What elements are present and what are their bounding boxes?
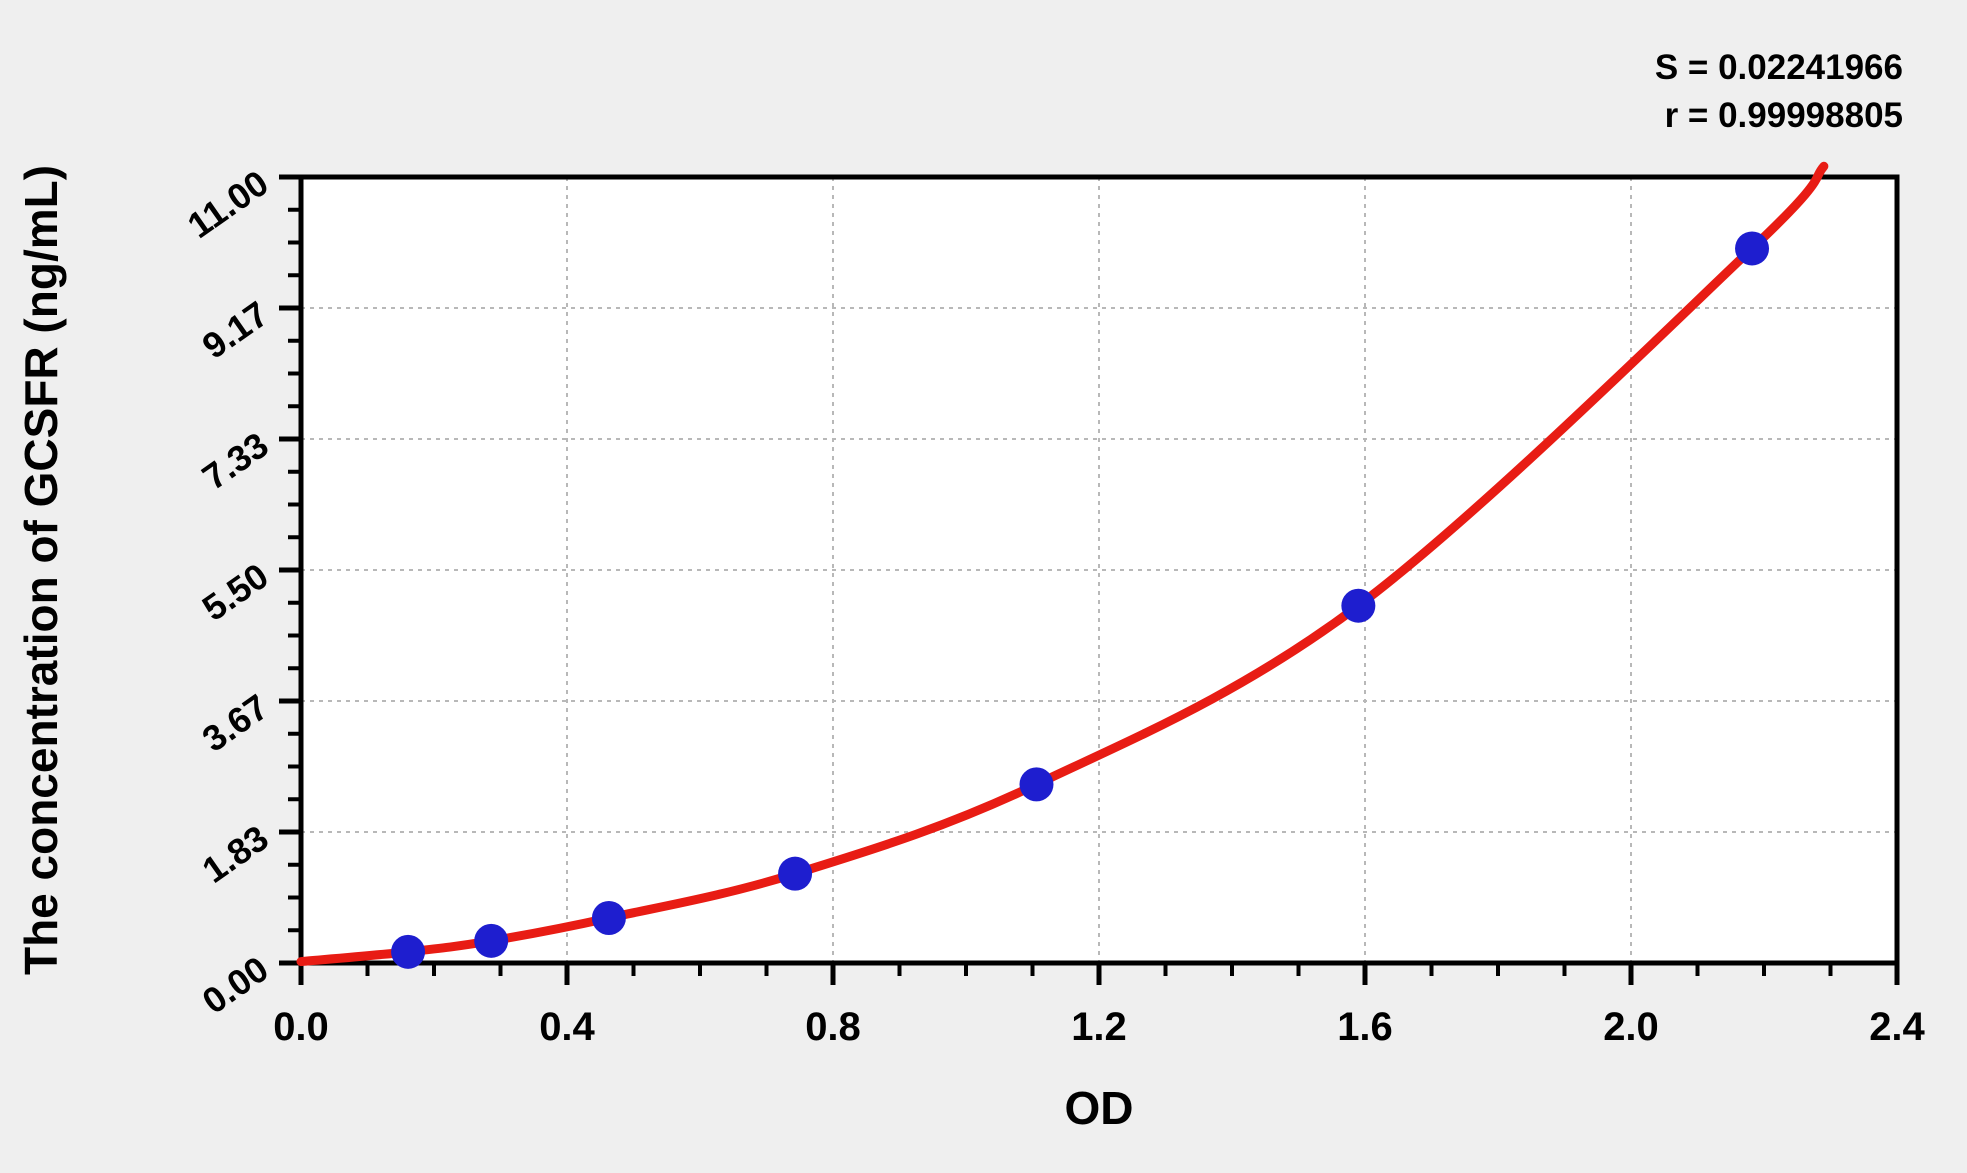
y-tick-label: 7.33 <box>195 424 276 498</box>
data-point <box>1735 231 1770 266</box>
y-tick-label: 3.67 <box>195 686 276 760</box>
x-tick-label: 2.4 <box>1869 1005 1925 1049</box>
y-axis-title: The concentration of GCSFR (ng/mL) <box>15 165 67 975</box>
x-tick-label: 0.0 <box>273 1005 329 1049</box>
data-point <box>778 856 813 891</box>
y-tick-label: 11.00 <box>180 162 276 246</box>
x-tick-label: 0.8 <box>805 1005 861 1049</box>
data-point <box>1341 588 1376 623</box>
x-tick-labels: 0.0 0.4 0.8 1.2 1.6 2.0 2.4 <box>273 1005 1925 1049</box>
data-point <box>1019 767 1054 802</box>
x-tick-label: 1.2 <box>1071 1005 1127 1049</box>
plot-area <box>301 177 1897 963</box>
y-tick-label: 5.50 <box>195 555 276 629</box>
data-point-layer <box>391 231 1770 969</box>
y-tick-label: 9.17 <box>195 293 276 367</box>
stat-r-value: r = 0.99998805 <box>1665 96 1903 135</box>
stat-s-value: S = 0.02241966 <box>1655 48 1903 87</box>
x-axis-title: OD <box>1065 1082 1134 1134</box>
data-point <box>474 923 509 958</box>
data-point <box>391 934 426 969</box>
y-tick-label: 1.83 <box>195 817 276 891</box>
x-tick-label: 1.6 <box>1337 1005 1393 1049</box>
y-tick-labels: 0.00 1.83 3.67 5.50 7.33 9.17 11.00 <box>180 162 276 1022</box>
data-point <box>591 900 626 935</box>
y-tick-label: 0.00 <box>195 948 276 1022</box>
x-tick-label: 2.0 <box>1603 1005 1659 1049</box>
x-tick-label: 0.4 <box>539 1005 595 1049</box>
